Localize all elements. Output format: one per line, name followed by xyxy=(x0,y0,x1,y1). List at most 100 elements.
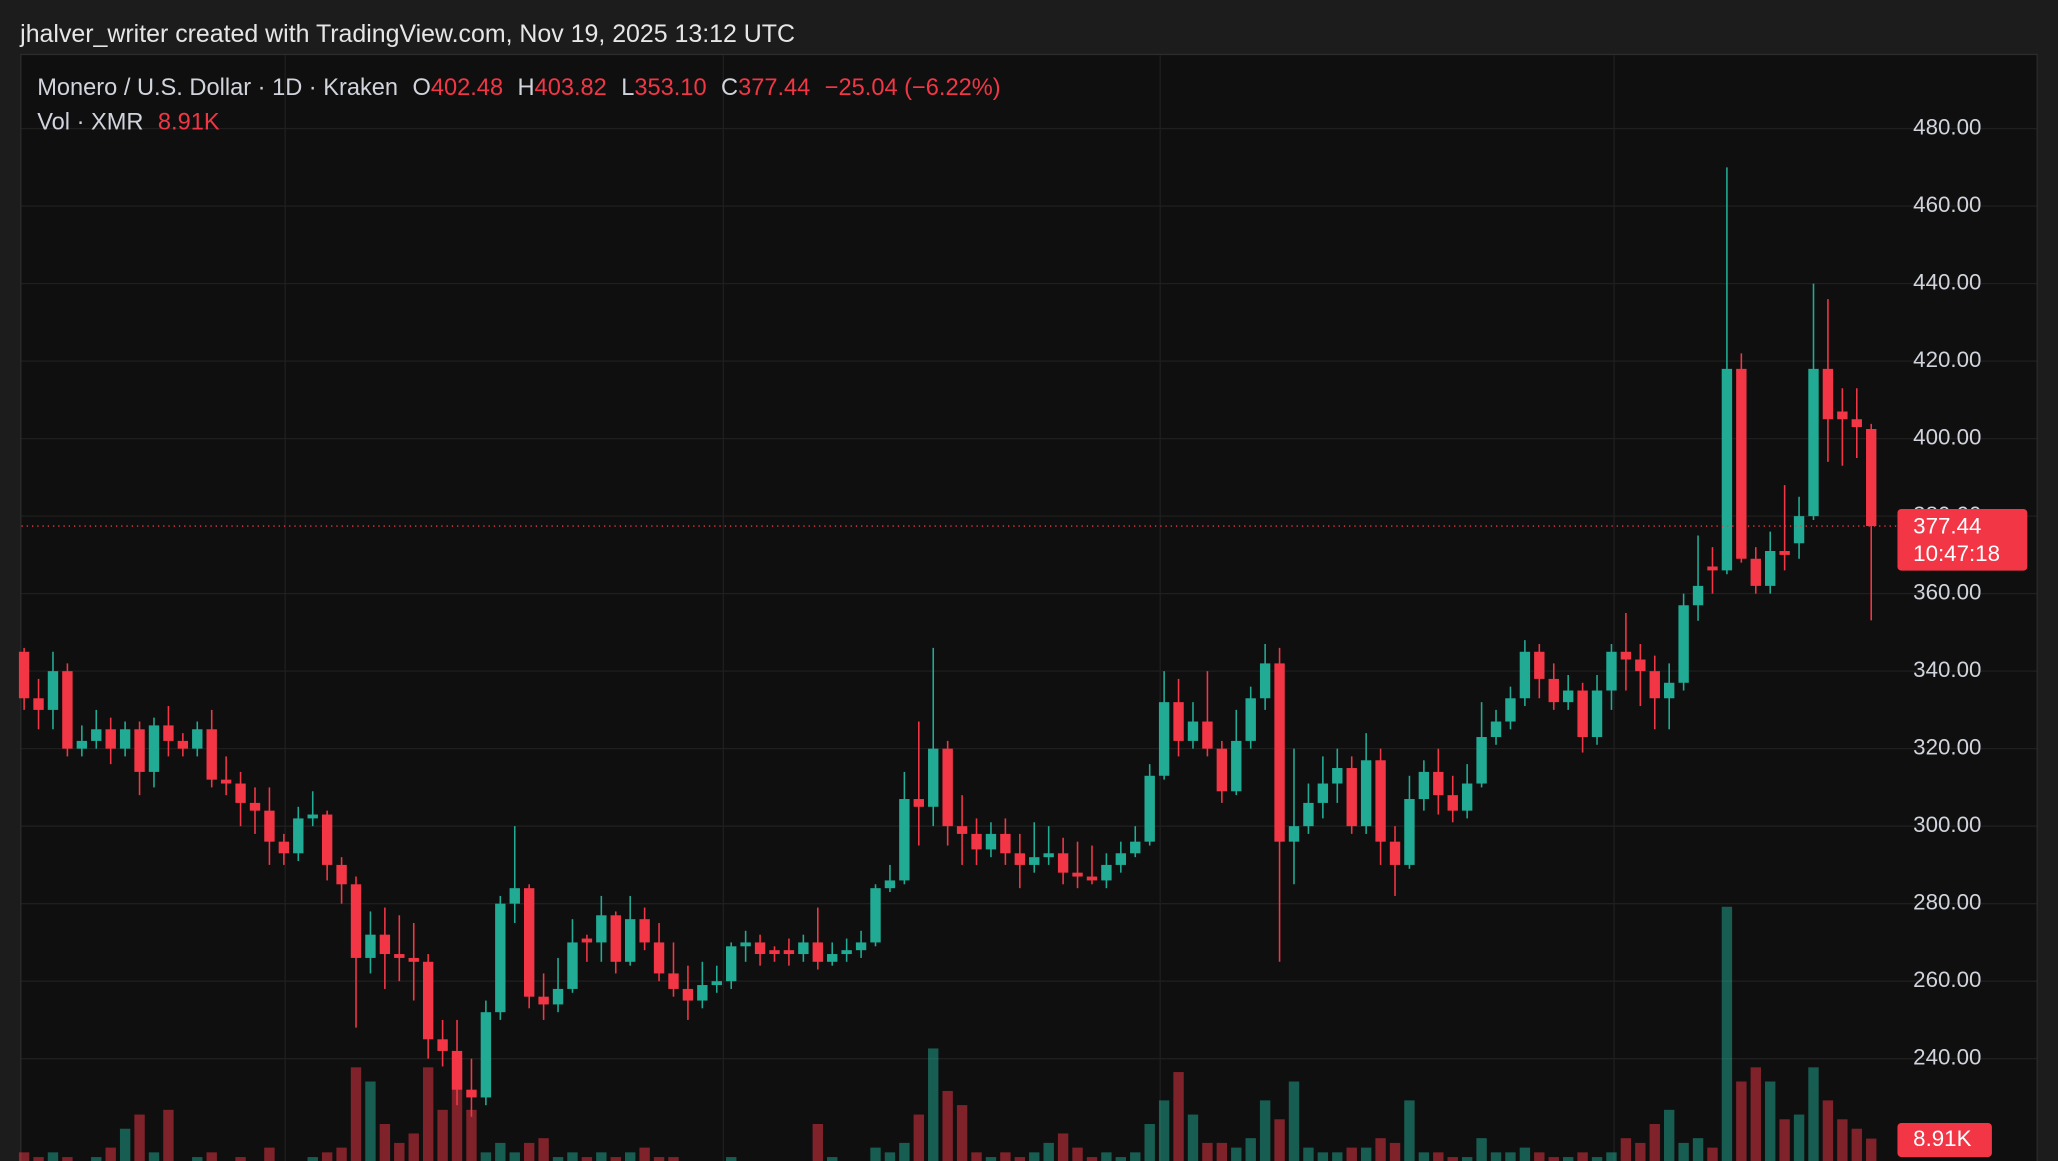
candle-body xyxy=(1591,690,1603,738)
volume-bar xyxy=(942,1090,953,1161)
candle-body xyxy=(870,888,881,943)
volume-bar xyxy=(1173,1072,1184,1161)
candle-body xyxy=(1332,768,1343,784)
candle-body xyxy=(1505,698,1516,722)
candle-body xyxy=(1130,841,1141,854)
ohlc-key: H xyxy=(518,75,535,101)
candle-body xyxy=(668,973,679,989)
volume-bar xyxy=(33,1157,44,1161)
volume-bar xyxy=(1303,1147,1314,1161)
candle-body xyxy=(1476,737,1487,784)
candle-body xyxy=(1231,740,1242,792)
candle-body xyxy=(249,802,261,811)
candle-body xyxy=(1043,853,1054,858)
volume-bar xyxy=(350,1067,362,1161)
volume-bar xyxy=(1389,1142,1401,1161)
candle-body xyxy=(336,864,347,885)
volume-bar xyxy=(1461,1157,1473,1161)
candle-body xyxy=(726,946,737,982)
candle-body xyxy=(1274,663,1285,842)
volume-bar xyxy=(567,1152,578,1161)
volume-bar xyxy=(105,1147,116,1161)
symbol: Monero / U.S. Dollar · 1D · Kraken xyxy=(37,75,398,101)
candle-body xyxy=(783,950,795,955)
candle-body xyxy=(1562,690,1574,703)
volume-bar xyxy=(422,1067,434,1161)
volume-bar xyxy=(379,1124,391,1161)
volume-bar xyxy=(1086,1157,1098,1161)
volume-bar xyxy=(1779,1119,1790,1161)
y-tick-label: 480.00 xyxy=(1913,114,1981,139)
y-tick-label: 440.00 xyxy=(1913,269,1981,294)
candle-body xyxy=(264,810,275,842)
candle-body xyxy=(307,814,318,819)
candle-body xyxy=(220,779,232,784)
candle-body xyxy=(1765,551,1776,586)
volume-bar xyxy=(913,1114,924,1161)
candle-body xyxy=(1519,651,1531,699)
candle-body xyxy=(884,880,896,889)
candle-body xyxy=(206,729,217,780)
y-tick-label: 260.00 xyxy=(1913,967,1981,992)
candle-body xyxy=(365,934,376,958)
volume-bar xyxy=(596,1152,607,1161)
volume-bar xyxy=(668,1157,679,1161)
volume-bar xyxy=(1360,1147,1372,1161)
volume-bar xyxy=(1158,1100,1170,1161)
volume-bar xyxy=(1606,1152,1617,1161)
volume-bar xyxy=(480,1152,492,1161)
y-tick-label: 340.00 xyxy=(1913,657,1981,682)
candle-body xyxy=(754,942,766,955)
volume-bar xyxy=(192,1157,203,1161)
candle-body xyxy=(495,903,506,1013)
candle-body xyxy=(1606,651,1617,691)
candle-body xyxy=(913,799,924,807)
candle-body xyxy=(538,996,549,1005)
candle-body xyxy=(1158,702,1170,776)
candle-body xyxy=(1548,678,1559,703)
candle-body xyxy=(105,729,116,749)
candle-body xyxy=(899,799,910,881)
y-tick-label: 320.00 xyxy=(1913,735,1981,760)
volume-bar xyxy=(1433,1152,1444,1161)
volume-bar xyxy=(610,1157,621,1161)
candle-body xyxy=(1866,429,1877,527)
volume-bar xyxy=(509,1152,520,1161)
volume-bar xyxy=(1144,1124,1155,1161)
candle-body xyxy=(1375,760,1386,842)
volume-bar xyxy=(1678,1142,1689,1161)
volume-bar xyxy=(47,1152,59,1161)
candle-body xyxy=(62,671,73,749)
credit: jhalver_writer created with TradingView.… xyxy=(19,20,795,48)
candle-body xyxy=(293,818,304,854)
candle-body xyxy=(1649,671,1660,699)
volume-bar xyxy=(394,1142,405,1161)
y-tick-label: 300.00 xyxy=(1913,812,1981,837)
candle-body xyxy=(740,942,751,947)
candle-body xyxy=(422,961,434,1040)
volume-bar xyxy=(62,1157,73,1161)
volume-bar xyxy=(1721,906,1733,1161)
volume-bar xyxy=(1245,1138,1256,1161)
volume-bar xyxy=(956,1105,968,1161)
candle-body xyxy=(1346,768,1357,827)
candle-body xyxy=(1692,585,1704,606)
volume-bar xyxy=(336,1147,347,1161)
candle-body xyxy=(1029,857,1040,865)
candle-body xyxy=(350,884,362,958)
volume-bar xyxy=(1404,1100,1415,1161)
volume-bar xyxy=(1519,1147,1531,1161)
candle-body xyxy=(1086,876,1098,881)
price-badge-label: 377.44 xyxy=(1913,513,1981,538)
volume-bar xyxy=(1332,1152,1343,1161)
volume-bar xyxy=(1692,1138,1704,1161)
volume-bar xyxy=(1707,1147,1718,1161)
candle-body xyxy=(942,748,953,827)
y-tick-label: 420.00 xyxy=(1913,347,1981,372)
volume-bar xyxy=(552,1157,564,1161)
candle-body xyxy=(1620,651,1632,660)
volume-bar xyxy=(653,1157,665,1161)
candle-body xyxy=(235,783,246,803)
candles xyxy=(18,167,1877,1117)
